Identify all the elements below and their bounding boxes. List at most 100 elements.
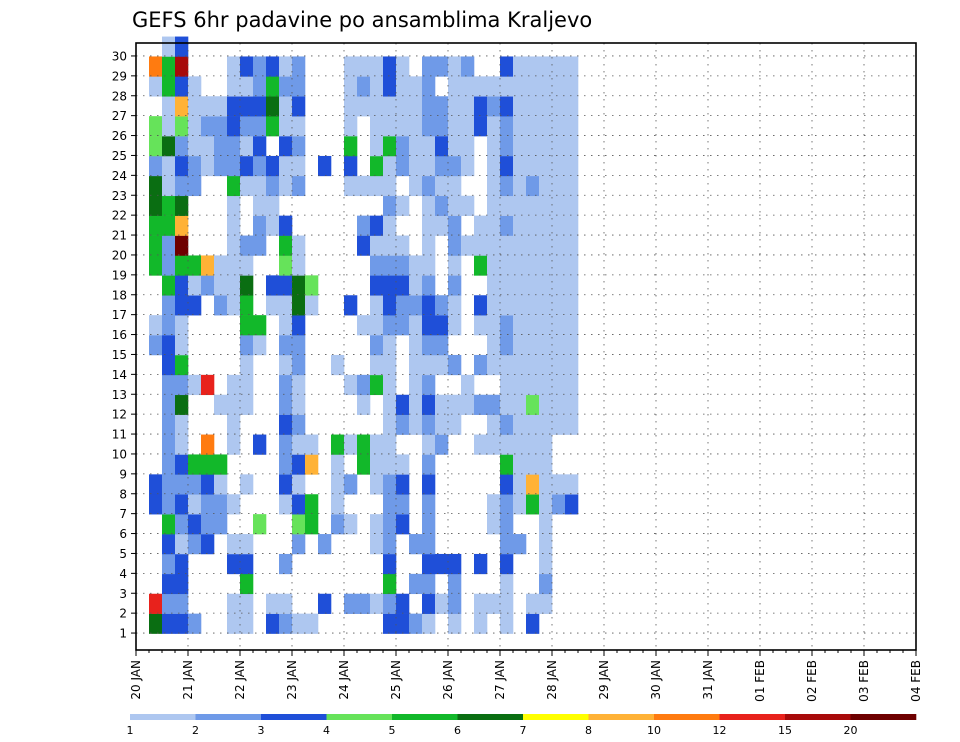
heatmap-cell xyxy=(149,76,163,97)
heatmap-cell xyxy=(422,494,436,515)
heatmap-cell xyxy=(396,56,410,77)
heatmap-cell xyxy=(227,215,241,236)
heatmap-cell xyxy=(526,454,540,475)
heatmap-cell xyxy=(435,155,449,177)
heatmap-cell xyxy=(526,494,540,515)
y-tick-label: 9 xyxy=(119,467,127,481)
y-tick-label: 28 xyxy=(112,89,127,103)
heatmap-cell xyxy=(292,394,306,415)
heatmap-cell xyxy=(474,96,488,117)
heatmap-cell xyxy=(487,295,501,316)
heatmap-cell xyxy=(201,494,215,515)
heatmap-cell xyxy=(396,136,410,157)
heatmap-cell xyxy=(240,155,254,177)
heatmap-cell xyxy=(162,195,176,216)
heatmap-cell xyxy=(279,354,293,376)
heatmap-cell xyxy=(539,434,553,455)
x-tick-label: 01 FEB xyxy=(753,660,767,702)
heatmap-cell xyxy=(188,514,202,535)
heatmap-cell xyxy=(344,593,358,614)
heatmap-cell xyxy=(175,235,189,256)
heatmap-cell xyxy=(422,593,436,614)
heatmap-cell xyxy=(487,593,501,614)
heatmap-cell xyxy=(214,116,228,137)
heatmap-cell xyxy=(357,215,371,236)
heatmap-cell xyxy=(188,76,202,97)
heatmap-cell xyxy=(279,374,293,396)
heatmap-cell xyxy=(539,354,553,376)
heatmap-cell xyxy=(565,335,579,356)
heatmap-cell xyxy=(396,255,410,276)
heatmap-cell xyxy=(279,434,293,455)
heatmap-cell xyxy=(175,36,189,57)
heatmap-cell xyxy=(162,394,176,415)
heatmap-cell xyxy=(279,235,293,256)
heatmap-cell xyxy=(305,434,319,455)
heatmap-cell xyxy=(331,474,345,495)
heatmap-cell xyxy=(149,116,163,137)
heatmap-cell xyxy=(240,275,254,296)
heatmap-cell xyxy=(487,175,501,197)
heatmap-cell xyxy=(539,514,553,535)
heatmap-cell xyxy=(266,295,280,316)
heatmap-cell xyxy=(422,155,436,177)
heatmap-cell xyxy=(513,474,527,495)
heatmap-cell xyxy=(513,374,527,396)
heatmap-cell xyxy=(500,394,514,415)
heatmap-cell xyxy=(539,215,553,236)
heatmap-cell xyxy=(292,354,306,376)
y-tick-label: 6 xyxy=(119,527,127,541)
heatmap-cell xyxy=(227,56,241,77)
heatmap-cell xyxy=(240,335,254,356)
heatmap-cell xyxy=(214,474,228,495)
heatmap-cell xyxy=(214,275,228,296)
heatmap-cell xyxy=(422,613,436,634)
heatmap-cell xyxy=(266,76,280,97)
heatmap-cell xyxy=(175,573,189,595)
heatmap-cell xyxy=(370,155,384,177)
heatmap-cell xyxy=(448,275,462,296)
heatmap-cell xyxy=(149,175,163,197)
heatmap-cell xyxy=(448,593,462,614)
heatmap-cell xyxy=(357,235,371,256)
heatmap-cell xyxy=(383,136,397,157)
colorbar-label: 20 xyxy=(844,724,858,737)
heatmap-cell xyxy=(149,593,163,614)
heatmap-cell xyxy=(240,573,254,595)
heatmap-cell xyxy=(422,534,436,555)
heatmap-cell xyxy=(552,116,566,137)
heatmap-cell xyxy=(435,136,449,157)
heatmap-cell xyxy=(526,374,540,396)
heatmap-cell xyxy=(292,136,306,157)
heatmap-cell xyxy=(448,155,462,177)
heatmap-cell xyxy=(357,374,371,396)
heatmap-cell xyxy=(461,76,475,97)
heatmap-cell xyxy=(500,155,514,177)
heatmap-cell xyxy=(383,394,397,415)
y-tick-label: 2 xyxy=(119,607,127,621)
heatmap-cell xyxy=(253,155,267,177)
heatmap-cell xyxy=(227,255,241,276)
heatmap-cell xyxy=(227,414,241,435)
heatmap-cell xyxy=(474,235,488,256)
heatmap-cell xyxy=(201,434,215,455)
heatmap-cell xyxy=(292,235,306,256)
heatmap-cell xyxy=(435,175,449,197)
heatmap-cell xyxy=(513,534,527,555)
heatmap-cell xyxy=(162,36,176,57)
heatmap-cell xyxy=(487,155,501,177)
heatmap-cell xyxy=(461,116,475,137)
heatmap-cell xyxy=(422,553,436,575)
heatmap-cell xyxy=(227,116,241,137)
heatmap-cell xyxy=(214,155,228,177)
heatmap-cell xyxy=(383,534,397,555)
heatmap-cell xyxy=(253,76,267,97)
heatmap-cell xyxy=(396,494,410,515)
heatmap-cell xyxy=(422,255,436,276)
heatmap-cell xyxy=(500,175,514,197)
x-tick-label: 20 JAN xyxy=(129,660,143,700)
heatmap-cell xyxy=(539,315,553,336)
heatmap-cell xyxy=(149,235,163,256)
heatmap-cell xyxy=(383,613,397,634)
heatmap-cell xyxy=(422,434,436,455)
